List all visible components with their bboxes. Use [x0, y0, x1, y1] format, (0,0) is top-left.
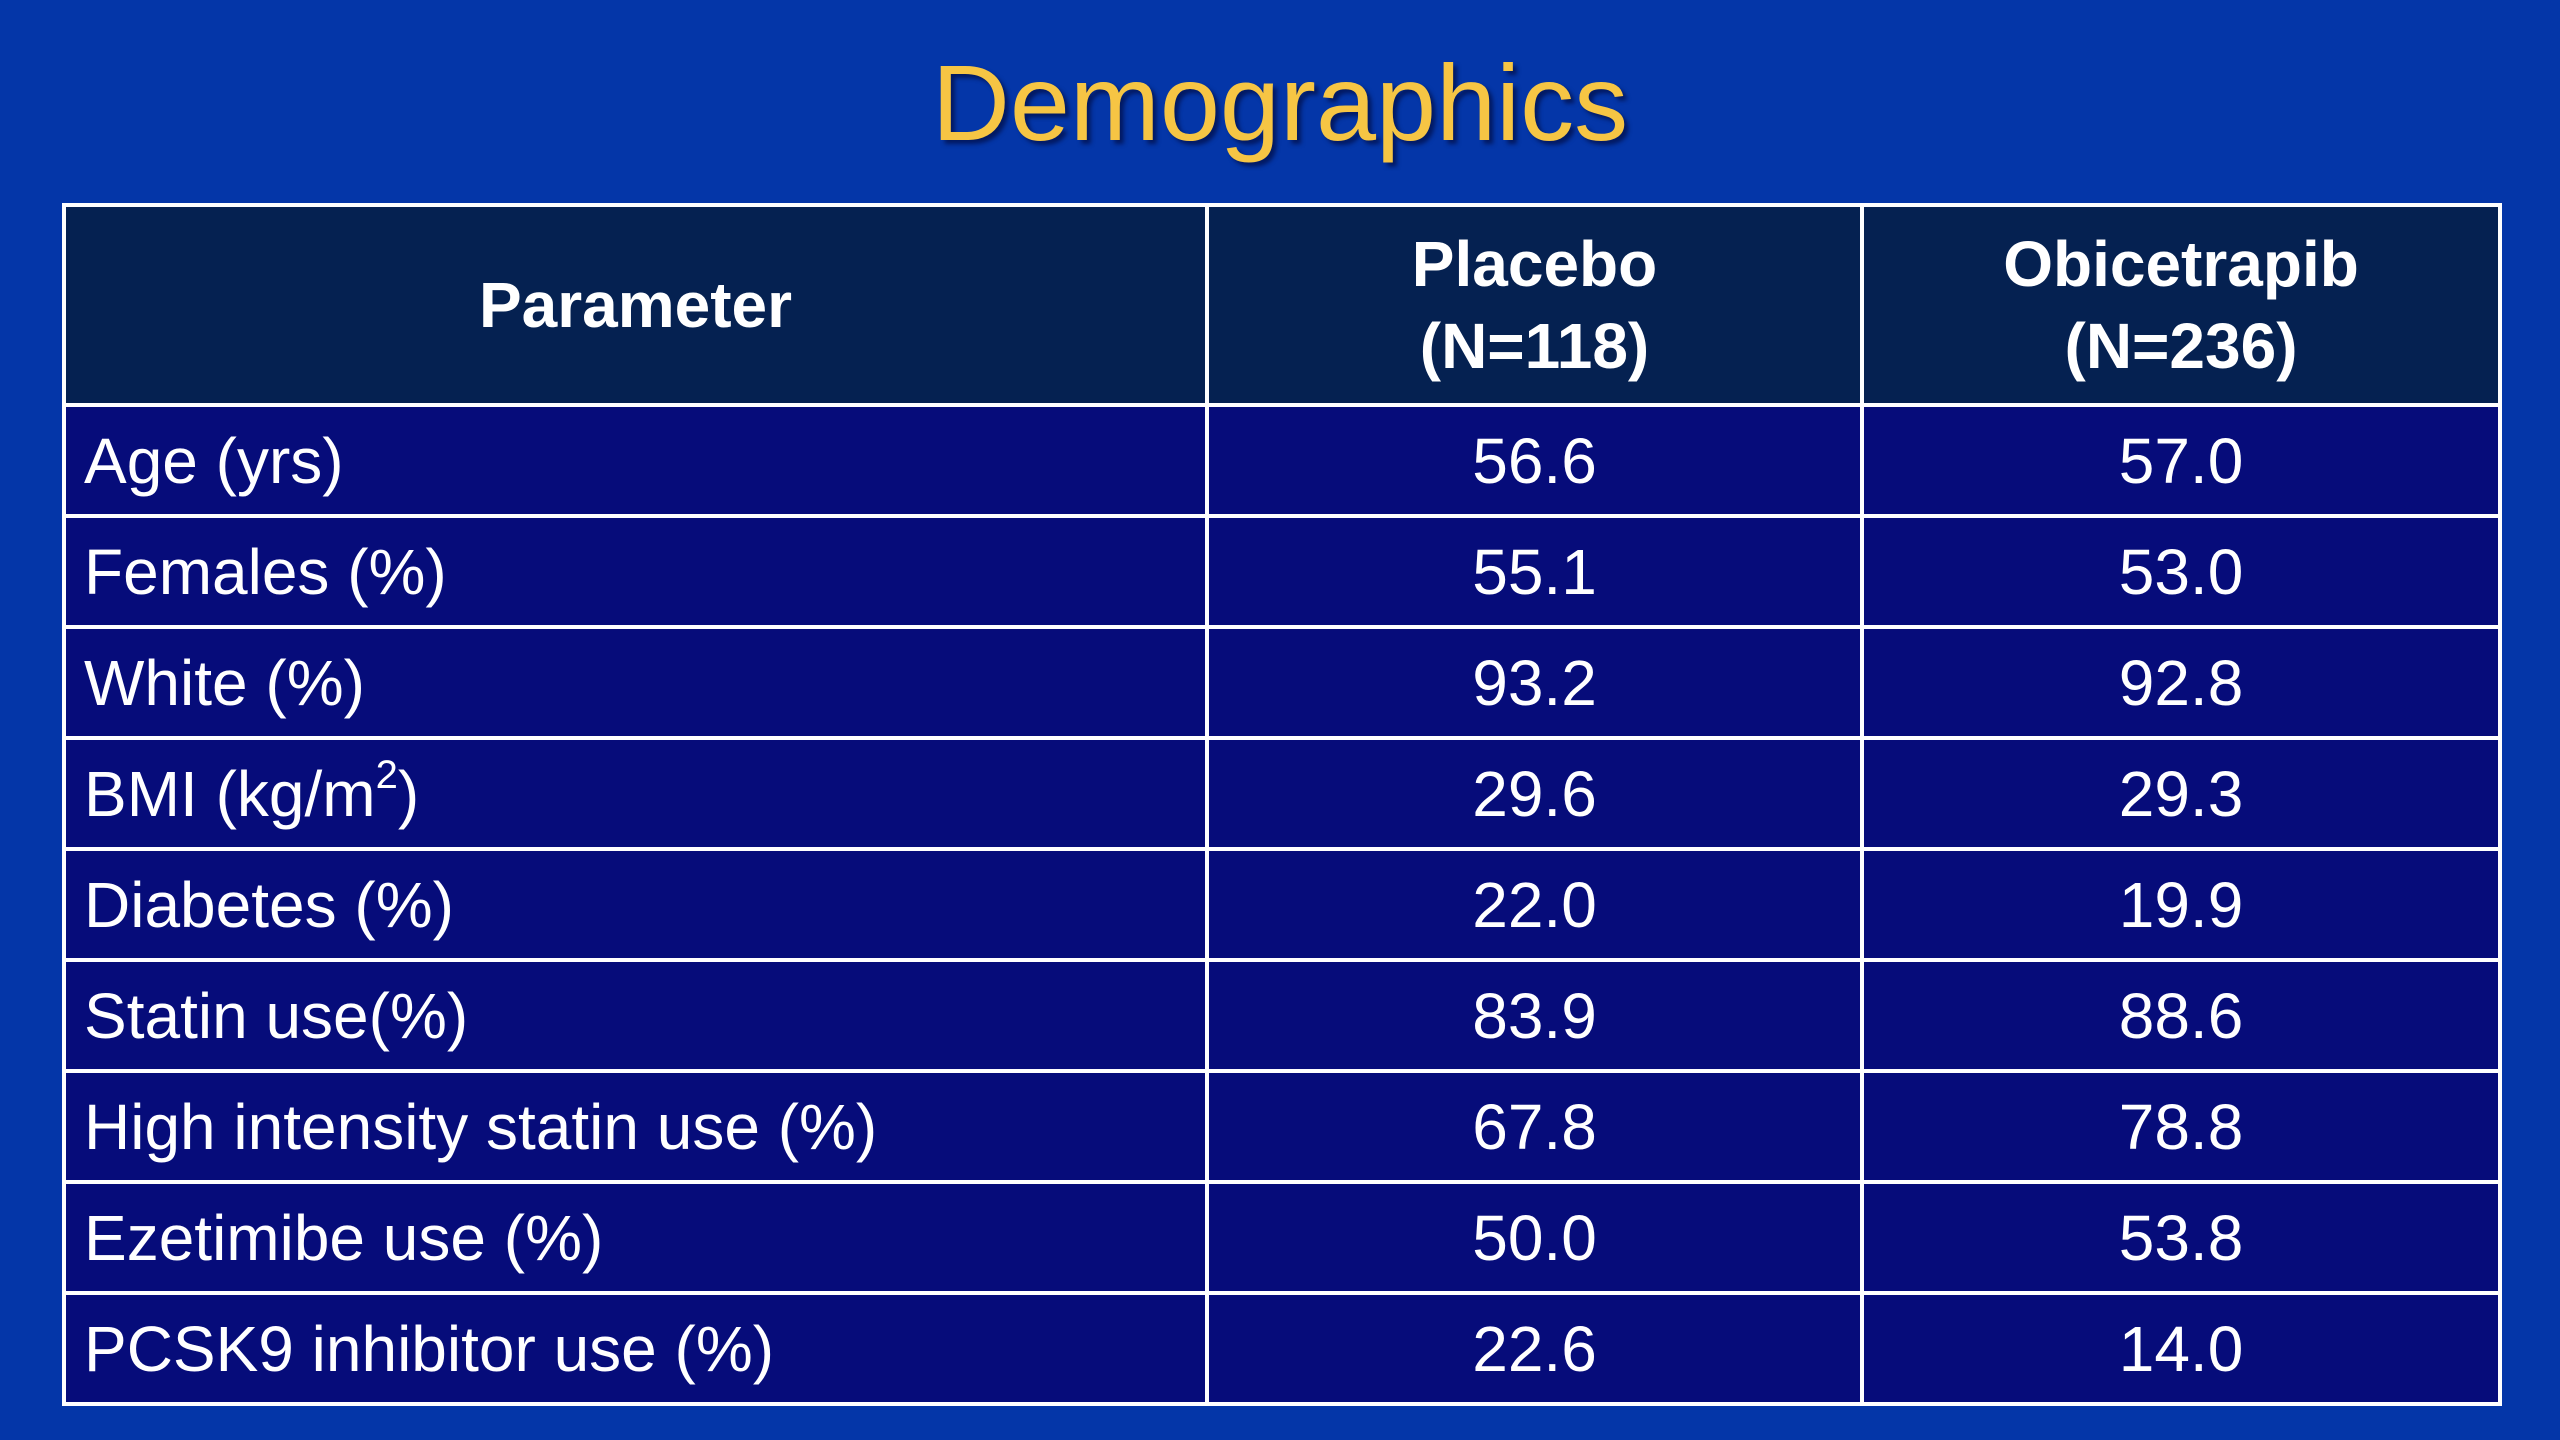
table-row: BMI (kg/m2) 29.6 29.3	[62, 736, 2502, 851]
header-obicetrapib: Obicetrapib (N=236)	[1860, 203, 2502, 407]
row-parameter: PCSK9 inhibitor use (%)	[62, 1291, 1209, 1406]
row-obicetrapib-value: 57.0	[1860, 403, 2502, 518]
row-obicetrapib-value: 88.6	[1860, 958, 2502, 1073]
row-placebo-value: 67.8	[1205, 1069, 1864, 1184]
header-placebo-name: Placebo	[1411, 228, 1658, 300]
bmi-label-suffix: )	[397, 757, 420, 830]
table-row: Ezetimibe use (%) 50.0 53.8	[62, 1180, 2502, 1295]
row-parameter: Age (yrs)	[62, 403, 1209, 518]
table-row: PCSK9 inhibitor use (%) 22.6 14.0	[62, 1291, 2502, 1406]
header-placebo: Placebo (N=118)	[1205, 203, 1864, 407]
row-parameter: BMI (kg/m2)	[62, 736, 1209, 851]
row-obicetrapib-value: 92.8	[1860, 625, 2502, 740]
row-placebo-value: 55.1	[1205, 514, 1864, 629]
bmi-label-prefix: BMI (kg/m	[84, 757, 376, 830]
table-row: Statin use(%) 83.9 88.6	[62, 958, 2502, 1073]
table-row: Diabetes (%) 22.0 19.9	[62, 847, 2502, 962]
row-obicetrapib-value: 53.0	[1860, 514, 2502, 629]
bmi-label-superscript: 2	[375, 752, 398, 797]
row-parameter: Diabetes (%)	[62, 847, 1209, 962]
row-placebo-value: 29.6	[1205, 736, 1864, 851]
table-row: White (%) 93.2 92.8	[62, 625, 2502, 740]
row-parameter: Females (%)	[62, 514, 1209, 629]
row-placebo-value: 56.6	[1205, 403, 1864, 518]
row-placebo-value: 83.9	[1205, 958, 1864, 1073]
row-parameter: Ezetimibe use (%)	[62, 1180, 1209, 1295]
row-placebo-value: 50.0	[1205, 1180, 1864, 1295]
row-obicetrapib-value: 78.8	[1860, 1069, 2502, 1184]
slide-title: Demographics	[931, 42, 1629, 163]
row-obicetrapib-value: 53.8	[1860, 1180, 2502, 1295]
table-row: Age (yrs) 56.6 57.0	[62, 403, 2502, 518]
header-obicetrapib-n: (N=236)	[2064, 310, 2298, 382]
table-row: Females (%) 55.1 53.0	[62, 514, 2502, 629]
row-placebo-value: 93.2	[1205, 625, 1864, 740]
row-placebo-value: 22.6	[1205, 1291, 1864, 1406]
row-obicetrapib-value: 14.0	[1860, 1291, 2502, 1406]
row-parameter: White (%)	[62, 625, 1209, 740]
header-obicetrapib-name: Obicetrapib	[2003, 228, 2359, 300]
row-parameter: Statin use(%)	[62, 958, 1209, 1073]
row-obicetrapib-value: 19.9	[1860, 847, 2502, 962]
row-parameter: High intensity statin use (%)	[62, 1069, 1209, 1184]
row-obicetrapib-value: 29.3	[1860, 736, 2502, 851]
table-header-row: Parameter Placebo (N=118) Obicetrapib (N…	[62, 203, 2502, 407]
demographics-table: Parameter Placebo (N=118) Obicetrapib (N…	[62, 203, 2502, 1406]
table-row: High intensity statin use (%) 67.8 78.8	[62, 1069, 2502, 1184]
header-parameter: Parameter	[62, 203, 1209, 407]
header-placebo-n: (N=118)	[1419, 310, 1650, 382]
row-placebo-value: 22.0	[1205, 847, 1864, 962]
